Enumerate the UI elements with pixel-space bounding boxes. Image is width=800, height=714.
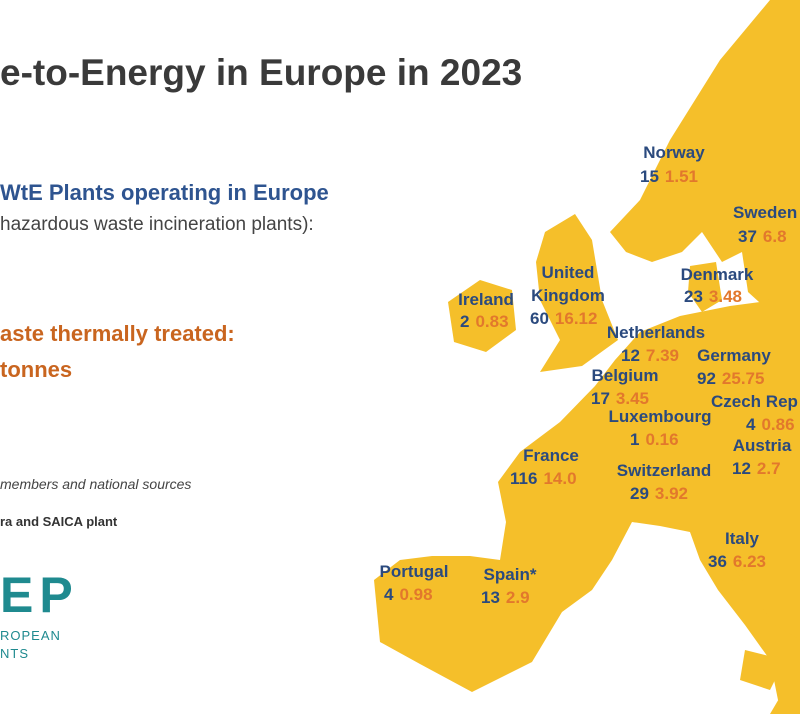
country-label: France 116 14.0 <box>510 446 579 488</box>
footnote: ra and SAICA plant <box>0 514 118 529</box>
tonnes-value: 2.9 <box>506 588 530 607</box>
tonnes-value: 2.7 <box>757 459 781 478</box>
plants-count: 12 <box>621 346 640 365</box>
tonnes-value: 3.45 <box>616 389 649 408</box>
country-name: Netherlands <box>607 323 705 342</box>
country-name: Portugal <box>380 562 449 581</box>
country-values: 4 0.98 <box>384 585 433 604</box>
country-name: Czech Rep <box>711 392 798 411</box>
tonnes-value: 6.8 <box>763 227 787 246</box>
country-name: Italy <box>725 529 760 548</box>
country-values: 60 16.12 <box>530 309 597 328</box>
country-values: 29 3.92 <box>630 484 688 503</box>
country-values: 12 7.39 <box>621 346 679 365</box>
tonnes-value: 0.86 <box>761 415 794 434</box>
country-name: Luxembourg <box>609 407 712 426</box>
logo-line: NTS <box>0 646 29 661</box>
tonnes-value: 6.23 <box>733 552 766 571</box>
plants-count: 36 <box>708 552 727 571</box>
landmass <box>374 0 800 714</box>
plants-note: hazardous waste incineration plants): <box>0 214 314 235</box>
plants-count: 1 <box>630 430 639 449</box>
plants-count: 29 <box>630 484 649 503</box>
country-values: 37 6.8 <box>738 227 787 246</box>
country-name: Sweden <box>733 203 797 222</box>
waste-unit: tonnes <box>0 357 73 382</box>
plants-count: 37 <box>738 227 757 246</box>
source: members and national sources <box>0 476 192 492</box>
country-name: Switzerland <box>617 461 711 480</box>
country-values: 15 1.51 <box>640 167 698 186</box>
country-values: 23 3.48 <box>684 287 742 306</box>
plants-count: 17 <box>591 389 610 408</box>
plants-count: 92 <box>697 369 716 388</box>
plants-heading: WtE Plants operating in Europe <box>0 180 329 205</box>
country-label: Spain*13 2.9 <box>481 565 537 607</box>
tonnes-value: 7.39 <box>646 346 679 365</box>
plants-count: 15 <box>640 167 659 186</box>
plants-count: 4 <box>746 415 756 434</box>
title: e-to-Energy in Europe in 2023 <box>0 52 523 93</box>
tonnes-value: 1.51 <box>665 167 698 186</box>
country-name: Denmark <box>681 265 754 284</box>
country-values: 1 0.16 <box>630 430 679 449</box>
country-name: Ireland <box>458 290 514 309</box>
country-label: United Kingdom 60 16.12 <box>530 263 605 328</box>
plants-count: 4 <box>384 585 394 604</box>
country-name: United <box>542 263 595 282</box>
country-name: Belgium <box>591 366 658 385</box>
tonnes-value: 0.98 <box>399 585 432 604</box>
country-name: Germany <box>697 346 771 365</box>
country-values: 4 0.86 <box>746 415 795 434</box>
waste-heading: aste thermally treated: <box>0 321 235 346</box>
tonnes-value: 0.16 <box>645 430 678 449</box>
plants-count: 60 <box>530 309 549 328</box>
country-values: 13 2.9 <box>481 588 530 607</box>
country-label: Germany 92 25.75 <box>697 346 771 388</box>
country-values: 17 3.45 <box>591 389 649 408</box>
country-name: Austria <box>733 436 792 455</box>
country-values: 2 0.83 <box>460 312 509 331</box>
country-values: 116 14.0 <box>510 469 577 488</box>
country-name: France <box>523 446 579 465</box>
logo-line: ROPEAN <box>0 628 61 643</box>
plants-count: 23 <box>684 287 703 306</box>
tonnes-value: 14.0 <box>543 469 576 488</box>
plants-count: 12 <box>732 459 751 478</box>
plants-count: 13 <box>481 588 500 607</box>
country-values: 36 6.23 <box>708 552 766 571</box>
tonnes-value: 3.48 <box>709 287 742 306</box>
tonnes-value: 3.92 <box>655 484 688 503</box>
country-values: 12 2.7 <box>732 459 781 478</box>
country-name: Spain* <box>484 565 537 584</box>
logo-mark: EP <box>0 567 79 623</box>
tonnes-value: 0.83 <box>475 312 508 331</box>
country-name: Norway <box>643 143 705 162</box>
tonnes-value: 16.12 <box>555 309 598 328</box>
plants-count: 2 <box>460 312 469 331</box>
plants-count: 116 <box>510 469 537 488</box>
country-values: 92 25.75 <box>697 369 764 388</box>
country-name: Kingdom <box>531 286 605 305</box>
tonnes-value: 25.75 <box>722 369 765 388</box>
